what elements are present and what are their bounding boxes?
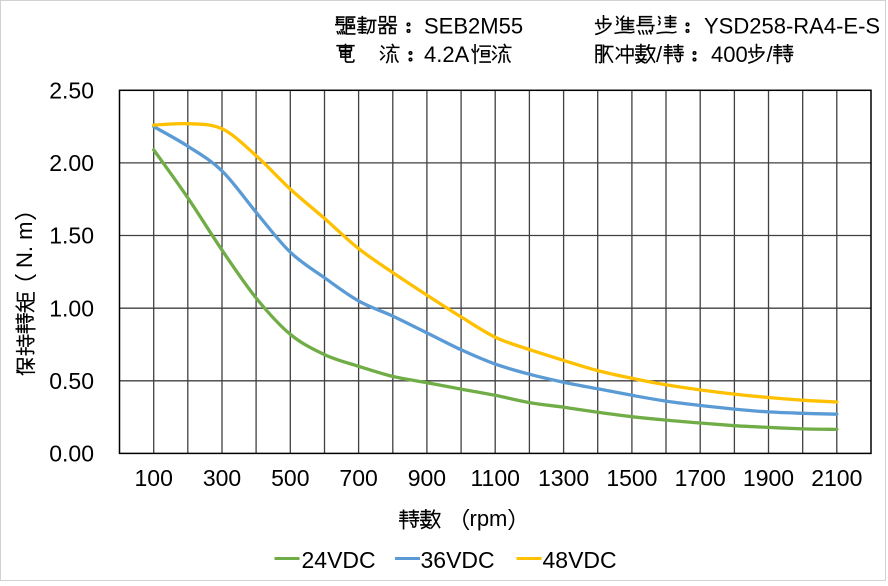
svg-text:700: 700	[339, 465, 377, 491]
svg-text:400: 400	[711, 42, 748, 67]
svg-text:0.00: 0.00	[49, 441, 94, 467]
svg-text:24VDC: 24VDC	[302, 547, 376, 573]
svg-text:1500: 1500	[606, 465, 657, 491]
svg-text:0.50: 0.50	[49, 368, 94, 394]
svg-text:rpm: rpm	[470, 506, 508, 531]
svg-text:YSD258-RA4-E-S: YSD258-RA4-E-S	[704, 14, 880, 39]
svg-text:/: /	[656, 42, 663, 67]
svg-text:4.2A: 4.2A	[424, 42, 470, 67]
svg-text:500: 500	[271, 465, 309, 491]
svg-text:SEB2M55: SEB2M55	[424, 14, 523, 39]
svg-text:2.50: 2.50	[49, 77, 94, 103]
svg-text:900: 900	[408, 465, 446, 491]
svg-text:1.00: 1.00	[49, 295, 94, 321]
svg-text:48VDC: 48VDC	[543, 547, 617, 573]
svg-text:1900: 1900	[743, 465, 794, 491]
svg-text:1.50: 1.50	[49, 223, 94, 249]
svg-text:1700: 1700	[675, 465, 726, 491]
svg-text:1300: 1300	[538, 465, 589, 491]
svg-text:2.00: 2.00	[49, 150, 94, 176]
svg-text:/: /	[767, 42, 774, 67]
svg-text:100: 100	[135, 465, 173, 491]
svg-text:1100: 1100	[470, 465, 519, 491]
svg-text:N. m: N. m	[12, 222, 37, 268]
svg-text:300: 300	[203, 465, 241, 491]
svg-text:36VDC: 36VDC	[421, 547, 495, 573]
svg-text:2100: 2100	[811, 465, 862, 491]
